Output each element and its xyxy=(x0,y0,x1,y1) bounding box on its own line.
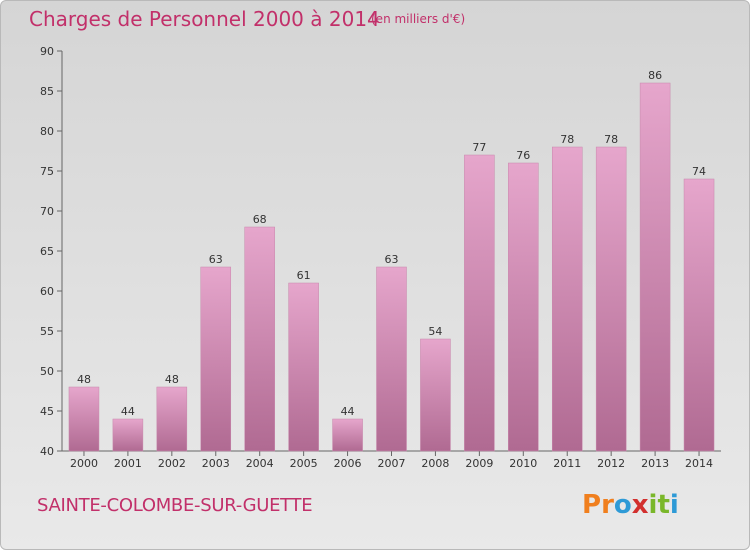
commune-name: SAINTE-COLOMBE-SUR-GUETTE xyxy=(37,495,313,516)
chart-unit-note: (en milliers d'€) xyxy=(371,12,466,26)
y-tick-label: 55 xyxy=(40,325,54,338)
bar xyxy=(376,266,407,452)
y-tick-label: 70 xyxy=(40,205,54,218)
data-label: 63 xyxy=(209,253,223,266)
y-tick-label: 75 xyxy=(40,165,54,178)
logo-letter: r xyxy=(601,490,614,520)
bar xyxy=(639,82,671,452)
y-tick-label: 85 xyxy=(40,85,54,98)
data-label: 44 xyxy=(341,405,355,418)
y-tick-label: 45 xyxy=(40,405,54,418)
data-label: 61 xyxy=(297,269,311,282)
x-tick-label: 2004 xyxy=(246,457,274,470)
y-tick-label: 50 xyxy=(40,365,54,378)
bar xyxy=(200,266,232,452)
data-label: 74 xyxy=(692,165,706,178)
x-tick-label: 2013 xyxy=(641,457,669,470)
bar xyxy=(508,162,539,452)
bar xyxy=(68,386,100,452)
x-tick-label: 2011 xyxy=(553,457,581,470)
bar xyxy=(244,226,275,452)
data-label: 68 xyxy=(253,213,267,226)
y-tick-label: 40 xyxy=(40,445,54,458)
x-tick-label: 2002 xyxy=(158,457,186,470)
y-tick-label: 60 xyxy=(40,285,54,298)
bar xyxy=(683,178,715,452)
x-tick-label: 2003 xyxy=(202,457,230,470)
bar xyxy=(464,154,495,452)
data-label: 63 xyxy=(385,253,399,266)
bar xyxy=(288,282,319,452)
data-label: 48 xyxy=(165,373,179,386)
x-tick-label: 2008 xyxy=(421,457,449,470)
bar xyxy=(156,386,188,452)
bars xyxy=(68,82,715,452)
data-label: 54 xyxy=(428,325,442,338)
x-tick-label: 2009 xyxy=(465,457,493,470)
data-label: 86 xyxy=(648,69,662,82)
x-tick-label: 2007 xyxy=(378,457,406,470)
x-tick-label: 2005 xyxy=(290,457,318,470)
x-tick-label: 2012 xyxy=(597,457,625,470)
chart-title: Charges de Personnel 2000 à 2014 xyxy=(29,7,380,31)
data-label: 77 xyxy=(472,141,486,154)
x-tick-label: 2000 xyxy=(70,457,98,470)
data-label: 48 xyxy=(77,373,91,386)
y-tick-label: 65 xyxy=(40,245,54,258)
bar xyxy=(420,338,451,452)
x-tick-label: 2001 xyxy=(114,457,142,470)
proxiti-logo: Proxiti xyxy=(582,490,679,520)
data-label: 78 xyxy=(560,133,574,146)
x-tick-label: 2014 xyxy=(685,457,713,470)
logo-letter: i xyxy=(648,490,658,520)
logo-letter: x xyxy=(631,490,649,520)
logo-letter: o xyxy=(613,490,632,520)
data-label: 76 xyxy=(516,149,530,162)
bar xyxy=(112,418,144,452)
logo-letter: t xyxy=(657,490,670,520)
axes: 40 45 50 55 60 65 70 75 80 85 90 2000 2001 2002 2003 20… xyxy=(40,45,721,470)
x-tick-label: 2010 xyxy=(509,457,537,470)
data-label: 44 xyxy=(121,405,135,418)
x-tick-label: 2006 xyxy=(334,457,362,470)
logo-letter: i xyxy=(669,490,679,520)
bar xyxy=(595,146,627,452)
y-tick-label: 90 xyxy=(40,45,54,58)
logo-letter: P xyxy=(582,490,602,520)
y-tick-label: 80 xyxy=(40,125,54,138)
bar xyxy=(551,146,583,452)
data-label: 78 xyxy=(604,133,618,146)
labels: 48 44 48 63 68 61 44 63 54 77 76 78 78 86 74 xyxy=(77,69,706,418)
bar xyxy=(332,418,363,452)
